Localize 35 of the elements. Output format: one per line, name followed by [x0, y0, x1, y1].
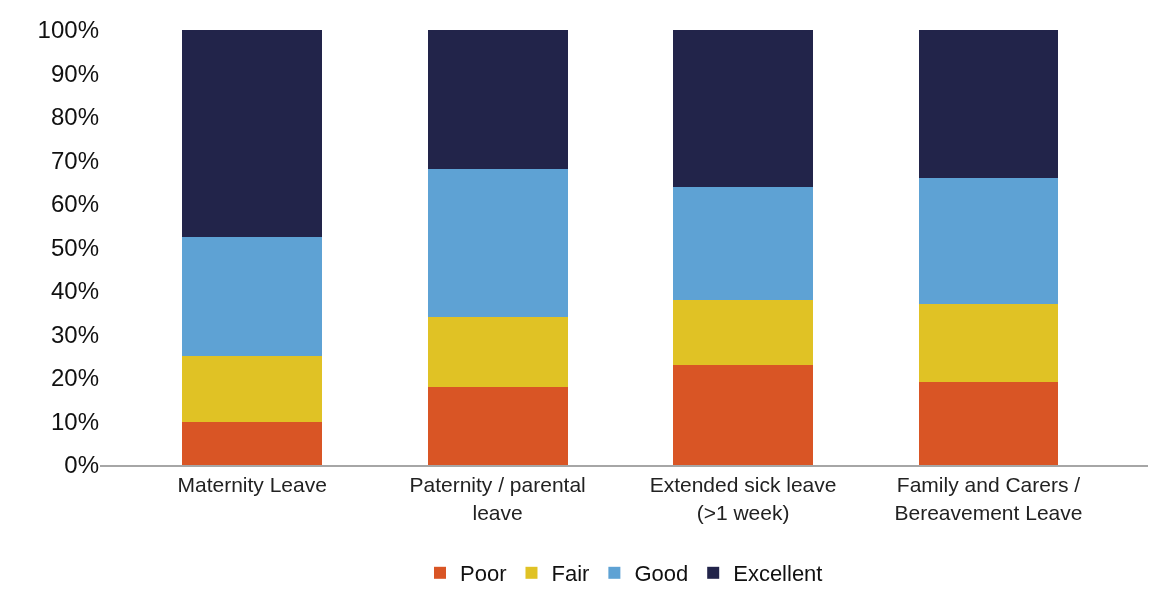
y-tick-label: 100% [37, 16, 99, 44]
bar [673, 186, 813, 300]
bar [673, 30, 813, 187]
legend-label: Excellent [733, 561, 823, 587]
y-tick-label: 30% [50, 320, 99, 348]
y-tick-label: 60% [50, 190, 99, 218]
y-tick-label: 40% [50, 277, 99, 305]
y-tick-label: 10% [50, 407, 99, 435]
bar [918, 304, 1059, 383]
y-tick-label: 90% [50, 59, 99, 87]
legend-label: Good [634, 561, 689, 587]
bar [918, 177, 1059, 305]
bar [673, 364, 813, 465]
bar [182, 30, 323, 237]
bar [918, 382, 1059, 465]
bar [427, 169, 568, 318]
x-tick-label: Family and Carers / Bereavement Leave [894, 473, 1083, 524]
legend-label: Poor [460, 561, 507, 587]
x-tick-label: Maternity Leave [177, 473, 327, 497]
bar [427, 386, 568, 465]
y-tick-label: 70% [50, 146, 99, 174]
bar [918, 30, 1059, 178]
bar [427, 317, 568, 387]
bar [182, 421, 323, 465]
y-tick-label: 20% [50, 364, 99, 392]
legend-label: Fair [551, 561, 590, 587]
y-tick-label: 50% [50, 233, 99, 261]
bar [673, 299, 813, 365]
x-tick-label: Paternity / parental leave [409, 473, 586, 524]
y-tick-label: 0% [64, 451, 99, 479]
y-tick-label: 80% [50, 103, 99, 131]
bar [182, 236, 323, 357]
x-tick-label: Extended sick leave (>1 week) [649, 473, 837, 524]
bar [182, 356, 323, 422]
bar [427, 30, 568, 170]
